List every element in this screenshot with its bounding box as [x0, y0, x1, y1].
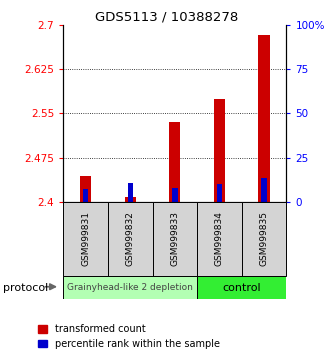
Text: protocol: protocol	[3, 282, 49, 293]
Bar	[258, 35, 270, 202]
Bar	[172, 188, 177, 202]
Text: GSM999835: GSM999835	[259, 211, 269, 267]
Bar	[197, 276, 286, 299]
Legend: transformed count, percentile rank within the sample: transformed count, percentile rank withi…	[38, 324, 220, 349]
Bar	[197, 202, 242, 276]
Bar	[214, 98, 225, 202]
Text: control: control	[222, 282, 261, 293]
Bar	[108, 202, 153, 276]
Text: GDS5113 / 10388278: GDS5113 / 10388278	[95, 11, 238, 24]
Bar	[80, 176, 91, 202]
Text: GSM999831: GSM999831	[81, 211, 90, 267]
Bar	[125, 197, 136, 202]
Text: Grainyhead-like 2 depletion: Grainyhead-like 2 depletion	[67, 283, 193, 292]
Bar	[261, 178, 267, 202]
Text: GSM999832: GSM999832	[126, 211, 135, 267]
Bar	[83, 189, 88, 202]
Bar	[153, 202, 197, 276]
Bar	[63, 276, 197, 299]
Text: GSM999833: GSM999833	[170, 211, 179, 267]
Text: GSM999834: GSM999834	[215, 211, 224, 267]
Bar	[217, 184, 222, 202]
Bar	[242, 202, 286, 276]
Bar	[63, 202, 108, 276]
Bar	[169, 122, 180, 202]
Bar	[128, 183, 133, 202]
